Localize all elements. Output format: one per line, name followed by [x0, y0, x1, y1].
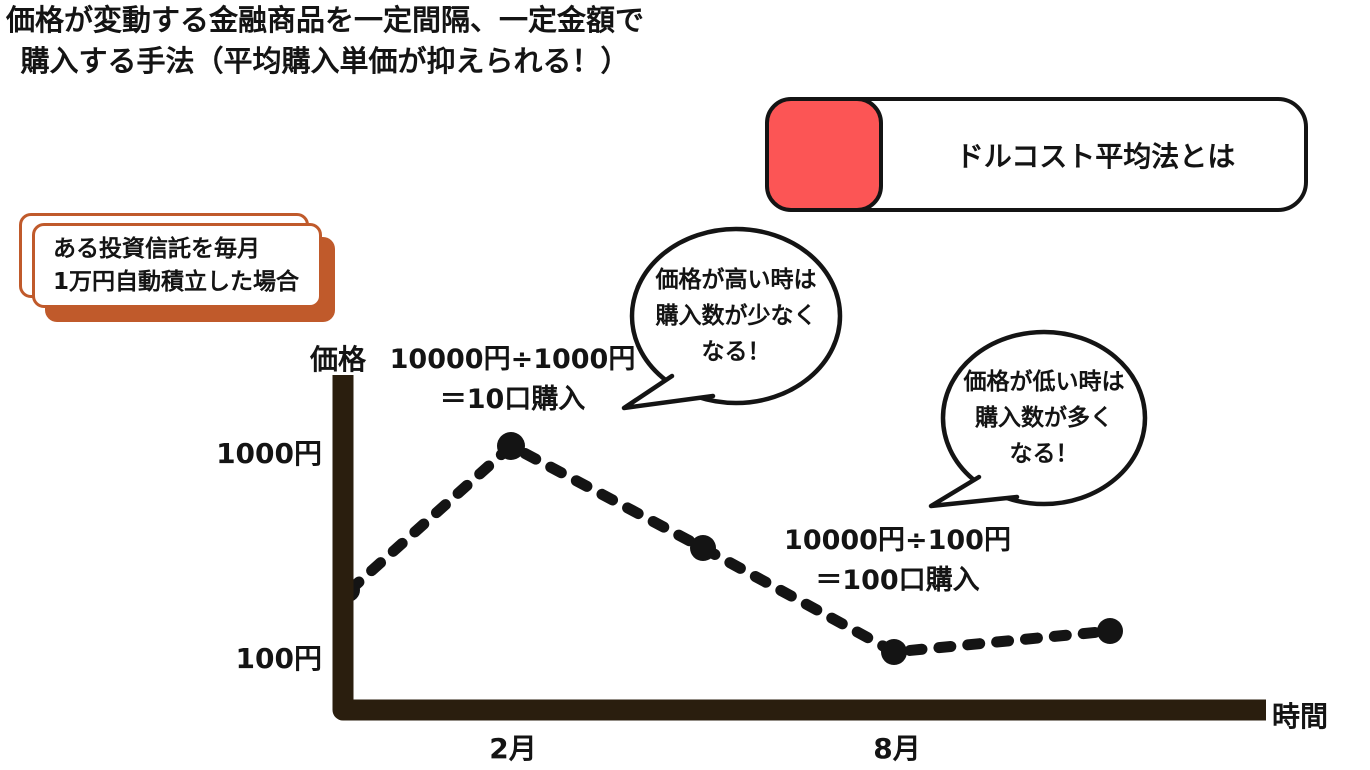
heading-line-1: 価格が変動する金融商品を一定間隔、一定金額で: [5, 3, 644, 37]
bubble-high-line-1: 価格が高い時は: [655, 267, 817, 293]
y-axis-label: 価格: [310, 343, 367, 376]
y-tick-100: 100円: [235, 642, 322, 675]
x-tick-aug: 8月: [873, 732, 921, 765]
title-accent-block: [765, 97, 883, 212]
data-point-feb: [497, 432, 525, 460]
speech-bubble-high-tail: [621, 373, 716, 411]
speech-bubble-high-text: 価格が高い時は 購入数が少なく なる！: [631, 262, 841, 370]
data-point-mid: [690, 535, 716, 561]
case-card-line-2: 1万円自動積立した場合: [53, 268, 300, 295]
bubble-low-line-1: 価格が低い時は: [963, 369, 1125, 395]
speech-bubble-low: [940, 329, 1148, 507]
annotation-feb-line-2: ＝10口購入: [439, 384, 586, 415]
bubble-high-line-3: なる！: [701, 339, 771, 365]
title-label: ドルコスト平均法とは: [955, 139, 1236, 173]
speech-bubble-high: [629, 226, 843, 406]
annotation-feb-line-1: 10000円÷1000円: [389, 344, 636, 375]
annotation-aug-line-2: ＝100口購入: [815, 565, 980, 596]
speech-bubble-low-text: 価格が低い時は 購入数が多く なる！: [939, 364, 1149, 472]
chart-axes: [332, 375, 1266, 721]
bubble-low-line-2: 購入数が多く: [975, 405, 1113, 431]
bubble-high-line-2: 購入数が少なく: [655, 303, 817, 329]
annotation-aug-line-1: 10000円÷100円: [784, 525, 1011, 556]
x-tick-feb: 2月: [489, 732, 537, 765]
data-point-end: [1097, 618, 1123, 644]
heading: 価格が変動する金融商品を一定間隔、一定金額で 購入する手法（平均購入単価が抑えら…: [0, 0, 650, 82]
x-axis-label: 時間: [1272, 700, 1329, 733]
case-card: ある投資信託を毎月 1万円自動積立した場合: [32, 223, 322, 308]
annotation-aug: 10000円÷100円 ＝100口購入: [775, 521, 1020, 601]
speech-bubble-low-tail: [928, 474, 1020, 509]
bubble-low-line-3: なる！: [1009, 441, 1079, 467]
annotation-feb: 10000円÷1000円 ＝10口購入: [385, 340, 640, 420]
data-point-aug: [881, 639, 907, 665]
y-tick-1000: 1000円: [216, 437, 322, 470]
case-card-line-1: ある投資信託を毎月: [53, 235, 260, 262]
heading-line-2: 購入する手法（平均購入単価が抑えられる！）: [20, 44, 630, 78]
